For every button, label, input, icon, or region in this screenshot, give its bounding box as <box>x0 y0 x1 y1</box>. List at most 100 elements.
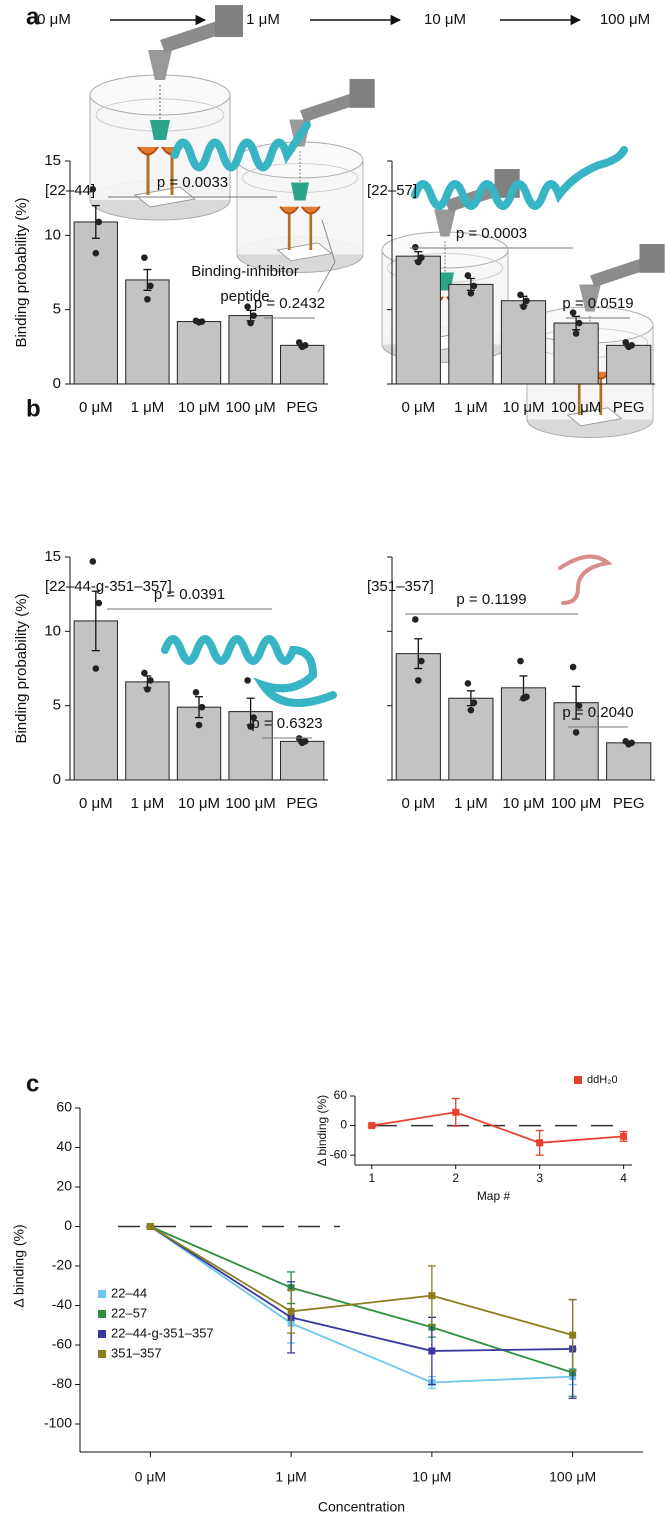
y-tick-label: 0 <box>64 1217 72 1233</box>
p-value: p = 0.6323 <box>251 715 322 732</box>
data-point <box>195 319 203 326</box>
bar <box>73 221 118 385</box>
data-point <box>625 741 632 748</box>
x-tick-label: 3 <box>536 1171 543 1185</box>
p-value: p = 0.0003 <box>456 225 527 242</box>
y-tick-label: 10 <box>44 622 61 639</box>
legend-swatch <box>574 1076 582 1084</box>
data-point <box>415 258 422 266</box>
legend-swatch <box>98 1310 106 1318</box>
x-tick-label: PEG <box>613 399 645 416</box>
data-point <box>247 319 254 327</box>
data-point <box>625 343 632 351</box>
chart-title: [22–44-g-351–357] <box>45 578 172 595</box>
data-point <box>298 343 306 351</box>
peptide-structures <box>161 121 628 707</box>
marker <box>428 1292 436 1300</box>
data-point <box>572 330 580 337</box>
p-value: p = 0.0391 <box>154 586 225 603</box>
x-tick-label: 10 μM <box>412 1469 451 1485</box>
y-tick-label: -60 <box>330 1147 348 1161</box>
panel-label: a <box>26 3 40 30</box>
marker <box>569 1331 577 1339</box>
y-tick-label: -40 <box>52 1296 72 1312</box>
x-tick-label: 1 μM <box>275 1469 306 1485</box>
marker <box>368 1122 376 1130</box>
y-axis-label: Binding probability (%) <box>13 593 30 743</box>
data-point <box>470 282 478 290</box>
data-point <box>95 599 103 607</box>
x-axis-label: Concentration <box>318 1499 405 1515</box>
legend-label: 22–57 <box>111 1305 147 1320</box>
legend-label: 22–44 <box>111 1285 147 1300</box>
data-point <box>250 714 257 721</box>
p-value: p = 0.2040 <box>562 704 633 721</box>
concentration-label: 10 μM <box>424 11 466 28</box>
y-tick-label: -100 <box>44 1415 72 1431</box>
data-point <box>92 665 100 672</box>
x-tick-label: 10 μM <box>503 399 545 416</box>
x-tick-label: 2 <box>452 1171 459 1185</box>
legend-swatch <box>98 1290 106 1298</box>
x-tick-label: 100 μM <box>549 1469 596 1485</box>
legend-label: 22–44-g-351–357 <box>111 1325 214 1340</box>
bar <box>448 283 494 385</box>
data-point <box>418 657 425 665</box>
y-tick-label: -20 <box>52 1257 72 1273</box>
afm-beaker <box>235 77 377 274</box>
x-tick-label: 0 μM <box>79 795 113 812</box>
p-value: p = 0.2432 <box>254 295 325 312</box>
data-point <box>250 312 257 319</box>
x-tick-label: 100 μM <box>225 399 275 416</box>
series-line <box>149 1225 573 1336</box>
legend-swatch <box>98 1330 106 1338</box>
panel-a: a 0 μM 1 μM 10 μM 100 μM Binding-inhibit… <box>26 3 665 439</box>
x-tick-label: 1 μM <box>131 399 165 416</box>
x-tick-label: 100 μM <box>551 795 601 812</box>
data-point <box>569 309 577 316</box>
data-point <box>464 272 472 279</box>
y-axis-label: Δ binding (%) <box>315 1095 329 1166</box>
data-point <box>517 657 524 665</box>
x-tick-label: PEG <box>286 795 318 812</box>
data-point <box>141 254 148 261</box>
bar <box>606 344 652 385</box>
y-axis-label: Δ binding (%) <box>11 1224 27 1307</box>
bar <box>228 315 273 385</box>
bar <box>280 344 325 385</box>
x-tick-label: PEG <box>613 795 645 812</box>
data-point <box>144 295 151 303</box>
data-point <box>569 663 577 671</box>
data-point <box>92 249 100 257</box>
data-point <box>147 677 154 684</box>
data-point <box>520 303 527 310</box>
bar <box>500 300 547 385</box>
data-point <box>244 303 251 310</box>
y-axis-label: Binding probability (%) <box>13 197 30 347</box>
data-point <box>575 702 583 709</box>
x-tick-label: 0 μM <box>79 399 113 416</box>
y-tick-label: 20 <box>56 1178 72 1194</box>
data-point <box>575 319 583 327</box>
bar <box>606 742 652 781</box>
x-tick-label: 10 μM <box>178 399 220 416</box>
data-point <box>470 699 478 706</box>
concentration-label: 1 μM <box>246 11 280 28</box>
data-point <box>244 677 251 684</box>
legend-swatch <box>98 1350 106 1358</box>
y-tick-label: 40 <box>56 1138 72 1154</box>
y-tick-label: 5 <box>53 301 61 318</box>
y-tick-label: 5 <box>53 697 61 714</box>
chart-title: [351–357] <box>367 578 434 595</box>
y-tick-label: 15 <box>44 152 61 169</box>
data-point <box>517 291 524 299</box>
data-point <box>298 739 306 747</box>
data-point <box>95 218 103 226</box>
data-point <box>520 694 527 702</box>
p-value: p = 0.0519 <box>562 295 633 312</box>
data-point <box>141 669 148 677</box>
marker <box>536 1139 544 1147</box>
y-tick-label: 0 <box>340 1118 347 1132</box>
data-point <box>412 616 419 623</box>
x-tick-label: 100 μM <box>551 399 601 416</box>
